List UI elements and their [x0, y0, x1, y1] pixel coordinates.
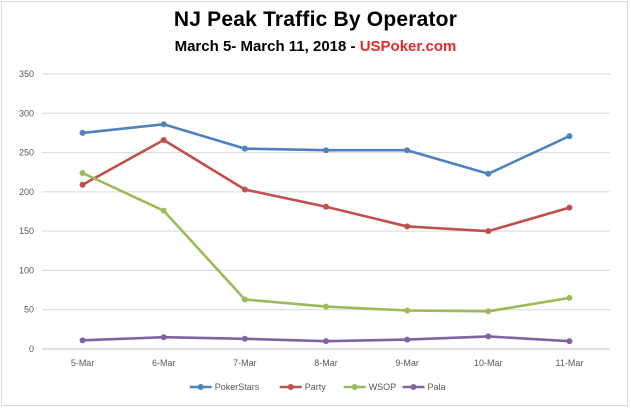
data-point — [323, 338, 329, 345]
legend-item-wsop: WSOP — [343, 382, 397, 392]
data-point — [241, 145, 248, 152]
data-point — [79, 337, 86, 344]
y-tick-label: 150 — [19, 226, 34, 236]
data-point — [241, 335, 248, 342]
data-point — [160, 121, 167, 128]
data-point — [160, 137, 167, 143]
legend-marker — [351, 384, 358, 390]
y-tick-label: 200 — [19, 187, 34, 197]
x-tick-label: 6-Mar — [152, 358, 176, 368]
data-point — [160, 207, 167, 214]
series-wsop — [79, 170, 573, 315]
data-point — [241, 186, 248, 193]
series-line — [81, 171, 571, 313]
data-point — [404, 223, 411, 230]
series-pala — [79, 333, 573, 345]
data-point — [323, 147, 329, 154]
data-point — [485, 308, 492, 315]
legend-label: Party — [305, 382, 327, 392]
x-axis-ticks: 5-Mar 6-Mar 7-Mar 8-Mar 9-Mar 10-Mar 11-Mar — [71, 358, 584, 368]
legend-item-pala: Pala — [402, 382, 446, 392]
y-tick-label: 50 — [24, 305, 34, 315]
data-point — [323, 303, 329, 310]
legend-item-party: Party — [279, 382, 327, 392]
series-line — [81, 138, 571, 233]
data-point — [566, 338, 573, 345]
x-tick-label: 10-Mar — [474, 358, 503, 368]
legend-label: PokerStars — [215, 382, 260, 392]
x-tick-label: 11-Mar — [556, 358, 584, 368]
data-point — [79, 181, 86, 188]
data-point — [404, 307, 411, 314]
data-point — [323, 203, 329, 210]
gridlines — [42, 73, 610, 350]
x-tick-label: 7-Mar — [233, 358, 257, 368]
series-pokerstars — [79, 121, 573, 177]
y-tick-label: 350 — [19, 69, 34, 79]
series-group — [79, 121, 573, 345]
subtitle-text: March 5- March 11, 2018 - — [174, 38, 360, 55]
data-point — [79, 129, 86, 136]
data-point — [241, 296, 248, 303]
y-axis-ticks: 0 50 100 150 200 250 300 350 — [19, 69, 34, 354]
data-point — [404, 147, 411, 154]
x-tick-label: 9-Mar — [395, 358, 419, 368]
chart-title: NJ Peak Traffic By Operator — [173, 8, 458, 31]
y-tick-label: 0 — [29, 344, 34, 354]
y-tick-label: 300 — [19, 108, 34, 118]
x-tick-label: 5-Mar — [71, 358, 95, 368]
x-tick-label: 8-Mar — [314, 358, 338, 368]
legend: PokerStars Party WSOP Pala — [189, 382, 446, 392]
legend-marker — [287, 384, 294, 390]
legend-label: Pala — [428, 382, 446, 392]
data-point — [485, 228, 492, 235]
legend-label: WSOP — [369, 382, 397, 392]
data-point — [404, 336, 411, 343]
y-tick-label: 100 — [19, 265, 34, 275]
legend-marker — [197, 384, 204, 390]
subtitle-brand: USPoker.com — [359, 38, 457, 55]
y-tick-label: 250 — [19, 148, 34, 158]
data-point — [485, 170, 492, 177]
data-point — [566, 133, 573, 140]
data-point — [566, 294, 573, 301]
data-point — [485, 333, 492, 340]
series-party — [79, 137, 573, 235]
legend-item-pokerstars: PokerStars — [189, 382, 260, 392]
data-point — [160, 334, 167, 341]
chart-subtitle: March 5- March 11, 2018 - USPoker.com — [0, 38, 631, 55]
data-point — [566, 204, 573, 211]
data-point — [79, 170, 86, 176]
legend-marker — [410, 384, 417, 390]
